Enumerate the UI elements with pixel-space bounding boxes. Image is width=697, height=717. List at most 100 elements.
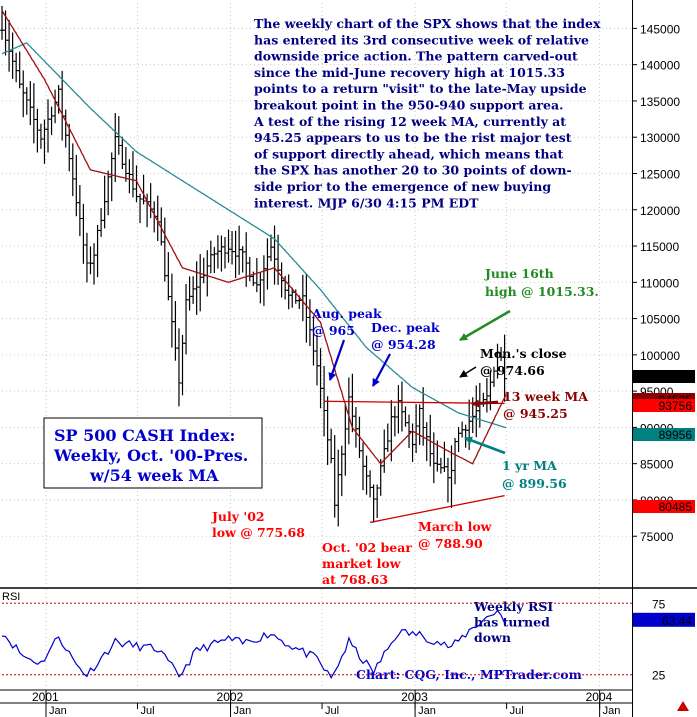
annotation-line: 13 week MA	[503, 389, 588, 404]
annotation-4: Mon.'s close @ 974.66	[480, 346, 567, 378]
annotation-line: June 16th	[484, 266, 554, 281]
annotation-line: has entered its 3rd consecutive week of …	[254, 32, 589, 47]
annotation-line: Chart: CQG, Inc., MPTrader.com	[356, 667, 582, 682]
month-label: Jul	[510, 705, 524, 717]
price-label-box	[633, 370, 695, 383]
annotation-5: 13 week MA @ 945.25	[503, 389, 588, 421]
price-bars	[0, 5, 508, 527]
annotation-line: Aug. peak	[311, 306, 382, 321]
annotation-line: @ 788.90	[418, 536, 483, 551]
annotation-line: @ 899.56	[502, 476, 567, 491]
annotation-9: March low @ 788.90	[418, 519, 493, 551]
price-label-box	[633, 399, 695, 412]
annotation-line: of support directly ahead, which means t…	[254, 146, 564, 161]
annotation-11: Chart: CQG, Inc., MPTrader.com	[356, 667, 582, 682]
rsi-current-label: 63.44	[662, 614, 692, 628]
price-tick-label: 75000	[640, 530, 674, 544]
price-label-box	[633, 428, 695, 441]
scroll-arrow-icon	[677, 701, 689, 711]
ma-54-week-line	[1, 42, 507, 429]
annotation-line: the SPX has another 20 to 30 points of d…	[254, 163, 572, 178]
ma-13-week-line	[1, 9, 507, 465]
annotation-line: at 768.63	[322, 572, 388, 587]
price-tick-label: 135000	[640, 95, 680, 109]
chart-subtitle-1: Weekly, Oct. '00-Pres.	[53, 446, 248, 465]
rsi-level-label: 75	[652, 597, 666, 611]
rsi-current-box	[633, 612, 695, 627]
month-label: Jan	[418, 705, 436, 717]
chart-title-box: SP 500 CASH Index:Weekly, Oct. '00-Pres.…	[43, 417, 263, 489]
annotation-8: Oct. '02 bear market low at 768.63	[322, 540, 412, 587]
annotation-line: The weekly chart of the SPX shows that t…	[254, 16, 601, 31]
price-label-text: 97450	[659, 370, 693, 384]
price-tick-label: 120000	[640, 204, 680, 218]
rsi-level-label: 25	[652, 669, 666, 683]
annotation-line: 1 yr MA	[502, 458, 557, 473]
month-label: Jan	[234, 705, 252, 717]
chart-subtitle-2: w/54 week MA	[89, 466, 219, 485]
year-label: 2004	[586, 690, 613, 704]
rsi-label: RSI	[2, 591, 20, 603]
annotation-line: market low	[322, 556, 402, 571]
annotation-line: breakout point in the 950-940 support ar…	[254, 98, 563, 113]
annotation-line: @ 954.28	[371, 337, 436, 352]
price-label-text: 89956	[659, 428, 693, 442]
annotation-line: Weekly RSI	[473, 599, 553, 614]
annotation-6: 1 yr MA @ 899.56	[502, 458, 567, 491]
annotation-arrows	[328, 309, 511, 455]
annotation-line: @ 945.25	[503, 406, 568, 421]
annotation-line: side prior to the emergence of new buyin…	[254, 179, 551, 194]
aug-peak-arrow	[328, 339, 346, 381]
year-label: 2003	[401, 690, 428, 704]
price-tick-label: 115000	[640, 240, 679, 254]
trendline-support	[369, 494, 505, 524]
annotation-line: Dec. peak	[371, 320, 440, 335]
rsi-panel: RSI 75 25	[0, 587, 697, 689]
annotation-line: down	[474, 630, 511, 645]
year-label: 2001	[32, 690, 59, 704]
price-tick-label: 125000	[640, 167, 680, 181]
annotation-1: June 16th high @ 1015.33.	[484, 266, 599, 299]
price-axis: 7500080000850009000095000100000105000110…	[632, 0, 695, 717]
annotation-line: has turned	[474, 615, 550, 630]
dec-peak-arrow	[372, 353, 391, 387]
close-arrow	[459, 366, 477, 378]
annotation-line: points to a return "visit" to the late-M…	[254, 81, 587, 96]
price-label-text: 93756	[659, 399, 693, 413]
annotation-0: The weekly chart of the SPX shows that t…	[253, 16, 601, 210]
annotation-line: downside price action. The pattern carve…	[254, 49, 578, 64]
ma54-arrow	[464, 436, 506, 455]
annotation-line: Oct. '02 bear	[322, 540, 412, 555]
annotation-line: Mon.'s close	[480, 346, 567, 361]
moving-average-lines	[1, 9, 507, 465]
annotation-line: July '02	[211, 509, 265, 524]
month-label: Jul	[141, 705, 155, 717]
annotation-2: Aug. peak @ 965	[311, 306, 382, 338]
annotation-line: A test of the rising 12 week MA, current…	[253, 114, 566, 129]
price-tick-label: 105000	[640, 313, 680, 327]
annotation-line: March low	[418, 519, 493, 534]
price-label-text: 80485	[659, 500, 693, 514]
month-label: Jul	[325, 705, 339, 717]
price-tick-label: 85000	[640, 458, 674, 472]
month-label: Jan	[603, 705, 621, 717]
annotation-line: 945.25 appears to us to be the rist majo…	[254, 130, 572, 145]
annotation-line: @ 974.66	[480, 363, 545, 378]
annotation-line: since the mid-June recovery high at 1015…	[254, 65, 565, 80]
month-label: Jan	[49, 705, 67, 717]
annotation-line: low @ 775.68	[212, 525, 305, 540]
annotation-line: @ 965	[312, 323, 355, 338]
chart-title: SP 500 CASH Index:	[54, 426, 235, 445]
price-tick-label: 100000	[640, 349, 680, 363]
annotation-10: Weekly RSI has turned down	[473, 599, 553, 645]
annotation-7: July '02 low @ 775.68	[211, 509, 305, 540]
year-label: 2002	[217, 690, 244, 704]
ma13-arrow	[471, 399, 499, 408]
price-tick-label: 110000	[640, 276, 679, 290]
rsi-line	[1, 609, 506, 679]
annotation-line: interest. MJP 6/30 4:15 PM EDT	[254, 195, 479, 210]
annotation-3: Dec. peak @ 954.28	[371, 320, 440, 352]
price-label-box	[633, 500, 695, 513]
